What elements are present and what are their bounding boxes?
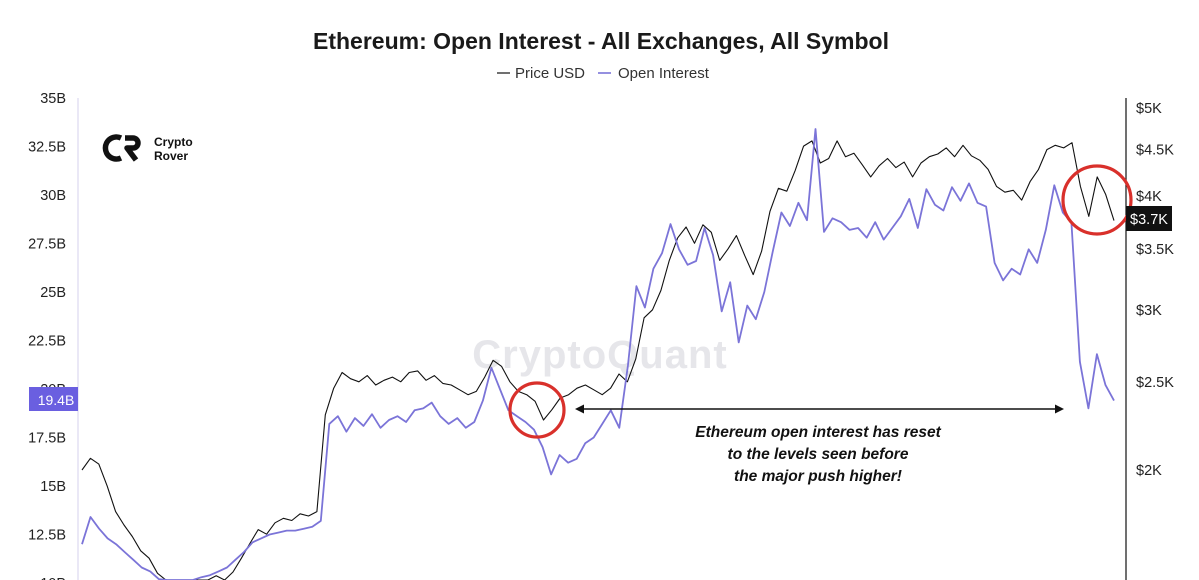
current-price-badge-label: $3.7K [1130, 212, 1168, 228]
watermark: CryptoQuant [472, 333, 727, 377]
left-axis-ticks: 35B32.5B30B27.5B25B22.5B20B17.5B15B12.5B… [28, 91, 66, 580]
left-tick-label: 15B [40, 479, 66, 495]
annotation-circle-high [1061, 164, 1133, 236]
legend: Price USD Open Interest [497, 65, 710, 82]
series-price-usd [81, 140, 1115, 580]
current-oi-badge-label: 19.4B [38, 392, 75, 408]
current-price-badge: $3.7K [1126, 206, 1172, 231]
annotation-text-line2: to the levels seen before [728, 446, 909, 463]
legend-oi-label: Open Interest [618, 65, 710, 82]
left-tick-label: 17.5B [28, 431, 66, 447]
left-tick-label: 12.5B [28, 528, 66, 544]
logo-text-line2: Rover [154, 149, 188, 163]
logo-text-line1: Crypto [154, 135, 193, 149]
current-price-badge-bg [1126, 206, 1172, 231]
annotation-arrowhead-left [575, 404, 584, 414]
crypto-rover-logo-icon [102, 134, 141, 162]
left-tick-label: 22.5B [28, 334, 66, 350]
annotation-text-line3: the major push higher! [734, 468, 902, 485]
chart-title: Ethereum: Open Interest - All Exchanges,… [313, 28, 889, 54]
series-open-interest [81, 128, 1115, 580]
left-tick-label: 25B [40, 285, 66, 301]
annotation-circle-low [508, 381, 566, 439]
right-tick-label: $4.5K [1136, 143, 1174, 159]
right-tick-label: $3K [1136, 303, 1162, 319]
annotation: Ethereum open interest has reset to the … [508, 164, 1133, 485]
left-tick-label: 27.5B [28, 237, 66, 253]
right-tick-label: $2K [1136, 463, 1162, 479]
current-oi-badge: 19.4B [29, 387, 78, 411]
left-tick-label: 10B [40, 576, 66, 580]
annotation-text-line1: Ethereum open interest has reset [695, 424, 941, 441]
legend-price-label: Price USD [515, 65, 585, 82]
left-tick-label: 35B [40, 91, 66, 107]
right-tick-label: $5K [1136, 101, 1162, 117]
right-tick-label: $3.5K [1136, 242, 1174, 258]
crypto-rover-logo: Crypto Rover [102, 134, 193, 163]
right-tick-label: $2.5K [1136, 375, 1174, 391]
left-tick-label: 30B [40, 188, 66, 204]
current-oi-badge-bg [29, 387, 78, 411]
left-tick-label: 32.5B [28, 140, 66, 156]
right-axis-ticks: $5K $4.5K $4K $3.5K $3K $2.5K $2K [1136, 101, 1174, 479]
right-tick-label: $4K [1136, 189, 1162, 205]
annotation-arrowhead-right [1055, 404, 1064, 414]
